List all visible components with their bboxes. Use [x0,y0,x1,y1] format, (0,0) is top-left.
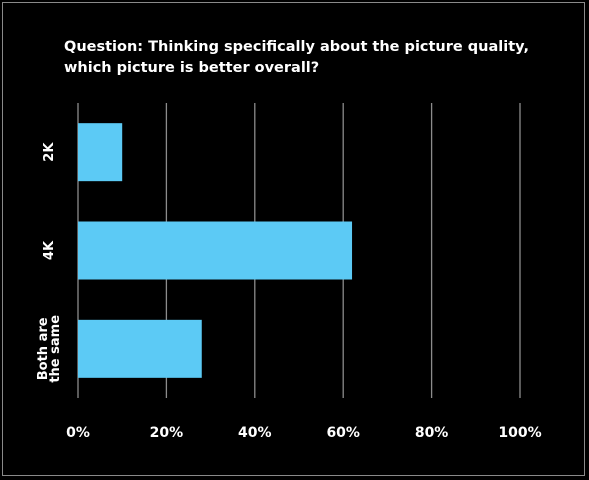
x-axis-tick-labels: 0% 20% 40% 60% 80% 100% [66,425,542,441]
category-label: 2K [42,142,57,162]
category-labels: 2K 4K Both arethe same [36,142,63,383]
bars [78,123,353,378]
category-label-line: 4K [42,240,57,260]
x-tick-label: 40% [238,425,272,441]
x-tick-label: 0% [66,425,90,441]
bar-0 [78,123,123,182]
x-tick-label: 80% [415,425,449,441]
category-label-line: Both are [36,317,51,380]
x-tick-label: 60% [326,425,360,441]
bar-2 [78,319,202,378]
category-label-line: the same [48,315,63,383]
x-tick-label: 100% [498,425,541,441]
category-label: Both arethe same [36,315,63,383]
category-label: 4K [42,240,57,260]
chart-title: Question: Thinking specifically about th… [64,39,529,76]
x-tick-label: 20% [150,425,184,441]
bar-1 [78,221,353,280]
category-label-line: 2K [42,142,57,162]
